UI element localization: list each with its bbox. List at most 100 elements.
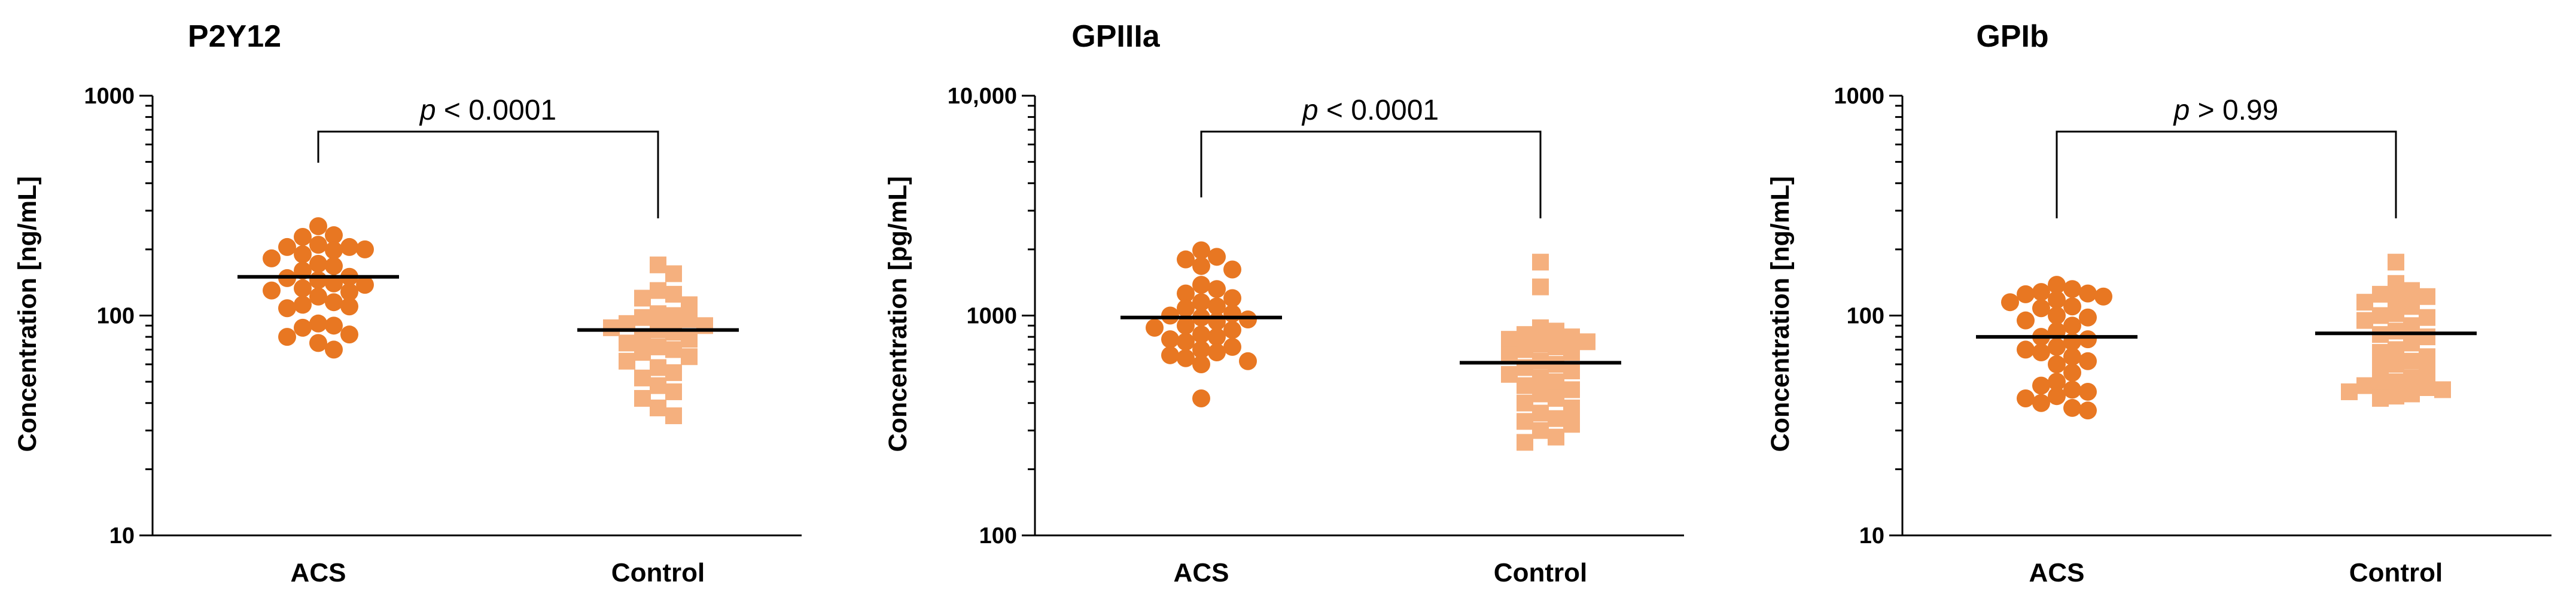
data-point-control — [1532, 336, 1549, 353]
p-value-label: p < 0.0001 — [1301, 95, 1439, 126]
data-point-acs — [1177, 333, 1195, 351]
data-point-control — [1517, 326, 1533, 343]
data-point-acs — [1192, 389, 1210, 407]
y-tick-label: 10,000 — [948, 84, 1017, 109]
y-tick-label: 1000 — [1834, 84, 1884, 109]
data-point-acs — [1177, 349, 1195, 367]
data-point-acs — [2048, 291, 2066, 309]
data-point-control — [2403, 369, 2420, 386]
data-point-acs — [1192, 276, 1210, 294]
data-point-acs — [325, 241, 343, 260]
data-point-acs — [2032, 283, 2050, 301]
x-category-label-control: Control — [611, 558, 705, 587]
data-point-control — [634, 344, 651, 361]
data-point-acs — [1177, 284, 1195, 303]
data-point-control — [2372, 285, 2389, 303]
data-point-acs — [325, 274, 343, 293]
data-point-control — [1532, 278, 1549, 296]
data-point-acs — [2032, 299, 2050, 318]
p-symbol: p — [1301, 95, 1319, 126]
data-point-control — [681, 311, 698, 328]
data-point-acs — [1223, 337, 1241, 356]
data-point-control — [2388, 341, 2404, 358]
data-point-control — [2403, 334, 2420, 352]
data-point-control — [2341, 383, 2358, 400]
data-point-acs — [2048, 355, 2066, 374]
chart-title: P2Y12 — [188, 19, 281, 54]
data-point-control — [665, 383, 682, 400]
data-point-control — [681, 348, 698, 366]
data-point-acs — [309, 287, 327, 306]
data-point-control — [1563, 344, 1580, 361]
data-point-control — [1563, 363, 1580, 380]
data-point-control — [2356, 377, 2373, 394]
data-point-acs — [1208, 328, 1226, 346]
x-category-label-acs: ACS — [291, 558, 346, 587]
data-point-acs — [2032, 394, 2050, 412]
y-ticks: 100 1000 10,000 — [948, 84, 1035, 549]
p-value-text: < 0.0001 — [1319, 95, 1439, 126]
x-category-label-acs: ACS — [2029, 558, 2085, 587]
data-point-acs — [1177, 316, 1195, 335]
data-point-acs — [356, 276, 374, 294]
data-point-acs — [2063, 380, 2081, 399]
data-point-control — [2388, 388, 2404, 405]
data-point-control — [2388, 305, 2404, 322]
data-point-control — [1517, 377, 1533, 394]
data-point-acs — [325, 257, 343, 275]
data-point-control — [1548, 389, 1564, 407]
data-point-control — [2434, 381, 2451, 398]
data-point-acs — [1208, 248, 1226, 266]
data-point-acs — [263, 281, 281, 300]
data-point-control — [619, 334, 635, 352]
data-point-acs — [1208, 312, 1226, 331]
data-point-acs — [294, 296, 312, 314]
data-point-acs — [1177, 250, 1195, 269]
data-point-control — [634, 369, 651, 386]
data-point-acs — [1223, 289, 1241, 307]
y-ticks: 10 100 1000 — [84, 84, 153, 549]
data-point-control — [2372, 359, 2389, 376]
data-point-acs — [2079, 330, 2097, 349]
data-point-acs — [2048, 373, 2066, 391]
data-point-acs — [1192, 257, 1210, 275]
data-point-acs — [1161, 306, 1179, 325]
data-point-control — [681, 296, 698, 313]
data-point-control — [2403, 298, 2420, 315]
data-point-control — [2388, 373, 2404, 391]
y-tick-label: 1000 — [84, 84, 135, 109]
data-point-acs — [2017, 389, 2035, 407]
data-point-acs — [2079, 284, 2097, 303]
data-point-control — [1501, 331, 1518, 348]
y-tick-label: 1000 — [966, 304, 1017, 329]
data-point-control — [2372, 375, 2389, 392]
data-point-control — [681, 331, 698, 348]
data-point-acs — [1177, 299, 1195, 318]
data-point-acs — [1223, 321, 1241, 339]
x-category-label-acs: ACS — [1174, 558, 1229, 587]
data-point-acs — [2079, 352, 2097, 370]
data-point-acs — [2079, 382, 2097, 401]
y-tick-label: 100 — [979, 523, 1017, 549]
p-symbol: p — [2173, 95, 2190, 126]
data-point-control — [1548, 338, 1564, 355]
data-point-control — [1532, 404, 1549, 422]
data-point-control — [2419, 309, 2435, 326]
data-point-acs — [1208, 280, 1226, 299]
data-point-control — [665, 265, 682, 282]
data-point-acs — [2032, 376, 2050, 395]
data-point-control — [1548, 322, 1564, 340]
data-point-acs — [2017, 285, 2035, 303]
panel-gpib: GPIb Concentration [ng/mL] 10 100 1000 ACS… — [1766, 19, 2551, 587]
data-point-acs — [1192, 241, 1210, 260]
data-point-acs — [309, 271, 327, 290]
data-point-acs — [278, 237, 296, 256]
data-point-acs — [1161, 330, 1179, 349]
data-point-acs — [1208, 343, 1226, 362]
data-point-acs — [356, 240, 374, 258]
data-point-acs — [2063, 316, 2081, 335]
data-point-control — [1532, 254, 1549, 271]
data-point-control — [2419, 328, 2435, 346]
data-point-acs — [325, 293, 343, 312]
data-point-control — [1548, 428, 1564, 446]
